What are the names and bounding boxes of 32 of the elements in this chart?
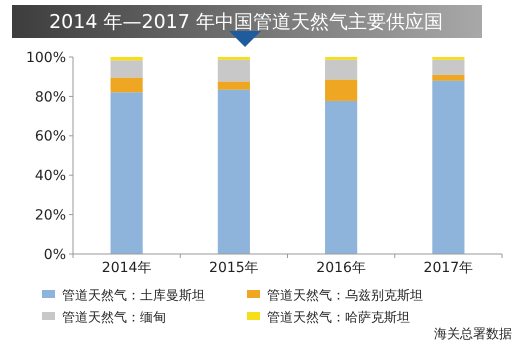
x-tick-label: 2017年 <box>424 260 474 276</box>
bar <box>325 80 358 101</box>
y-tick-label: 60% <box>34 128 66 145</box>
y-tick-label: 0% <box>44 246 66 263</box>
bar <box>218 57 250 60</box>
text: 海关总署数据 <box>434 327 512 342</box>
y-tick-label: 80% <box>34 89 66 106</box>
legend-label: 管道天然气：乌兹别克斯坦 <box>267 288 423 304</box>
bar <box>432 74 464 81</box>
bar <box>432 60 464 75</box>
x-tick-label: 2016年 <box>316 260 366 276</box>
bar <box>110 57 143 60</box>
bar <box>432 80 464 254</box>
bar <box>110 78 143 92</box>
legend-label: 管道天然气：哈萨克斯坦 <box>267 310 410 326</box>
bar <box>218 82 250 90</box>
y-tick-label: 40% <box>34 168 66 184</box>
bar <box>110 92 143 254</box>
x-tick-label: 2015年 <box>209 260 259 276</box>
y-tick-label: 20% <box>34 208 66 224</box>
x-tick-label: 2014年 <box>102 260 152 276</box>
bar <box>325 60 358 80</box>
bar <box>218 60 250 82</box>
bar <box>325 57 358 60</box>
legend-label: 管道天然气：土库曼斯坦 <box>62 288 205 304</box>
bar <box>218 90 250 254</box>
chart-title: 2014 年—2017 年中国管道天然气主要供应国 <box>49 11 443 33</box>
legend-label: 管道天然气：缅甸 <box>62 310 166 326</box>
y-tick-label: 100% <box>26 50 66 66</box>
bar <box>110 60 143 78</box>
bar <box>432 57 464 60</box>
bar <box>325 100 358 254</box>
